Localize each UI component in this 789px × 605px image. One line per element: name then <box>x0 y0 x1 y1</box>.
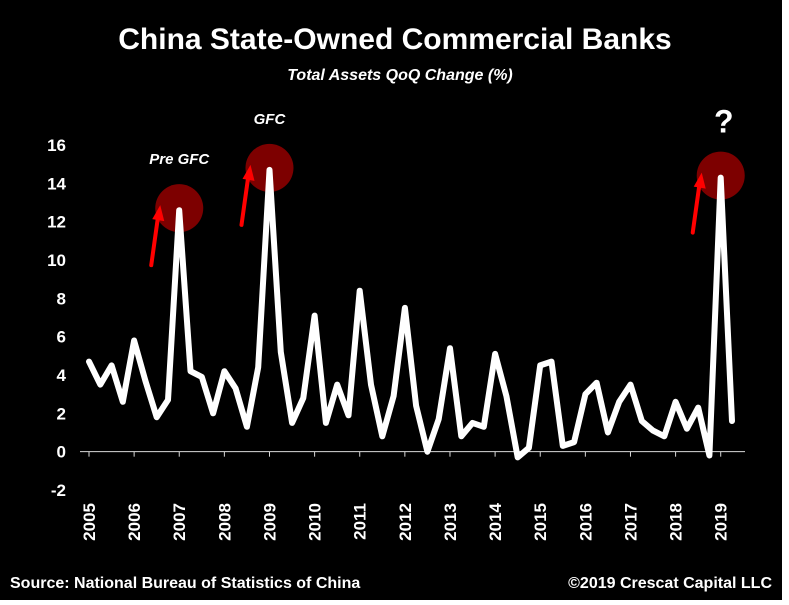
y-tick-label: 10 <box>47 251 66 270</box>
y-tick-label: 0 <box>57 443 66 462</box>
y-tick-label: 4 <box>57 366 67 385</box>
x-tick-label: 2019 <box>712 503 731 541</box>
copyright-note: ©2019 Crescat Capital LLC <box>568 575 772 592</box>
y-tick-label: 14 <box>47 174 66 193</box>
y-tick-label: 8 <box>57 289 66 308</box>
y-tick-label: -2 <box>51 481 66 500</box>
x-tick-label: 2017 <box>621 503 640 541</box>
x-tick-label: 2005 <box>80 503 99 541</box>
x-tick-label: 2010 <box>306 503 325 541</box>
x-axis-ticks: 2005 2006 2007 2008 2009 2010 2011 2012 2013 2014… <box>80 451 731 541</box>
x-tick-label: 2007 <box>170 503 189 541</box>
series-line <box>86 166 735 461</box>
red-arrow <box>690 172 706 235</box>
y-tick-label: 12 <box>47 213 66 232</box>
annotation-label: GFC <box>254 111 287 128</box>
chart-subtitle: Total Assets QoQ Change (%) <box>287 67 513 84</box>
source-note: Source: National Bureau of Statistics of… <box>10 575 360 592</box>
x-tick-label: 2014 <box>486 502 505 540</box>
y-tick-label: 6 <box>57 328 66 347</box>
question-mark-label: ? <box>714 104 734 140</box>
x-tick-label: 2015 <box>531 503 550 541</box>
x-tick-label: 2018 <box>667 503 686 541</box>
x-tick-label: 2006 <box>125 503 144 541</box>
x-tick-label: 2012 <box>396 503 415 541</box>
x-tick-label: 2011 <box>351 503 370 540</box>
x-tick-label: 2016 <box>576 503 595 541</box>
x-tick-label: 2008 <box>215 503 234 541</box>
annotations: Pre GFC GFC? <box>149 104 734 268</box>
y-tick-label: 16 <box>47 136 66 155</box>
annotation-label: Pre GFC <box>149 151 210 168</box>
chart-title: China State-Owned Commercial Banks <box>118 23 671 56</box>
x-tick-label: 2009 <box>260 503 279 541</box>
x-tick-label: 2013 <box>441 503 460 541</box>
red-arrow <box>239 164 255 227</box>
red-arrow <box>149 205 165 268</box>
y-axis-ticks: 16 14 12 10 8 6 4 2 0 -2 <box>47 136 66 500</box>
y-tick-label: 2 <box>57 404 66 423</box>
